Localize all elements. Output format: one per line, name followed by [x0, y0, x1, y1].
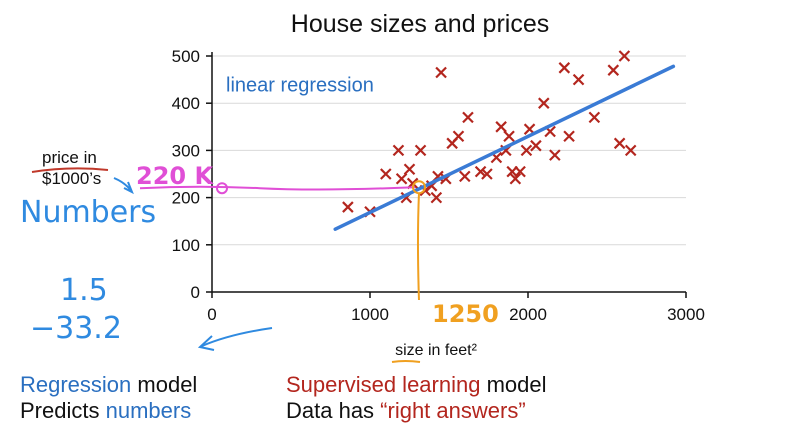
y-tick-label: 100	[172, 236, 200, 255]
x-axis-label: size in feet²	[395, 342, 477, 359]
scatter-point	[588, 111, 601, 124]
scatter-point	[514, 165, 526, 178]
scatter-point	[520, 144, 533, 157]
annotation-circle	[216, 182, 228, 195]
data-has-word: Data has	[286, 398, 381, 423]
chart-title: House sizes and prices	[291, 10, 549, 38]
scatter-point	[430, 191, 443, 204]
scatter-point	[624, 144, 637, 157]
y-axis-label: price in $1000’s	[31, 148, 134, 195]
scatter-point	[509, 172, 522, 185]
regression-label: linear regression	[226, 74, 374, 96]
scatter-point	[392, 144, 405, 157]
scatter-point	[558, 62, 571, 74]
supervised-model-word: model	[480, 372, 547, 397]
scatter-point	[530, 139, 542, 152]
x-tick-labels: 0 1000 2000 3000	[207, 292, 705, 324]
x-tick-label: 3000	[667, 305, 705, 324]
scatter-point	[538, 97, 550, 109]
x-tick-label: 2000	[509, 305, 547, 324]
scatter-point	[549, 149, 561, 161]
y-axis-label-line-1: price in	[42, 148, 97, 167]
note-value-2: −33.2	[30, 311, 122, 346]
scatter-point	[462, 111, 474, 124]
annotation-y-value: 220 K	[136, 162, 214, 190]
scatter-point	[607, 64, 620, 76]
note-value-1: 1.5	[60, 273, 108, 308]
numbers-word: numbers	[105, 398, 192, 423]
scatter-point	[495, 121, 507, 133]
scatter-point	[481, 168, 493, 180]
y-tick-labels: 0 100 200 300 400 500	[172, 47, 200, 302]
scatter-point	[342, 201, 354, 213]
supervised-learning-word: Supervised learning	[286, 372, 481, 397]
y-axis-label-strike	[31, 167, 109, 173]
predicts-word: Predicts	[20, 398, 106, 423]
y-tick-label: 300	[172, 141, 200, 160]
x-tick-label: 1000	[351, 305, 389, 324]
scatter-point	[414, 144, 427, 157]
scatter-point	[435, 66, 447, 79]
note-arrow	[197, 327, 273, 351]
annotation-point-circle	[411, 180, 426, 195]
scatter-point	[395, 172, 408, 185]
x-axis-label-underline	[391, 360, 421, 363]
scatter-point	[613, 137, 626, 150]
scatter-point	[452, 130, 465, 143]
scatter-point	[572, 73, 585, 86]
scatter-point	[403, 163, 416, 176]
y-tick-label: 400	[172, 94, 200, 113]
y-tick-label: 0	[191, 283, 200, 302]
regression-model-word: model	[131, 372, 198, 397]
scatter-point	[459, 170, 471, 183]
regression-caption: Regression model Predicts numbers	[20, 372, 197, 424]
scatter-point	[503, 130, 515, 143]
axes	[211, 52, 686, 293]
note-numbers: Numbers	[20, 195, 156, 230]
x-tick-label: 0	[207, 305, 216, 324]
regression-word: Regression	[20, 372, 132, 397]
scatter-point	[618, 50, 631, 62]
scatter-point	[380, 168, 392, 180]
y-tick-label: 500	[172, 47, 200, 66]
annotation-x-value: 1250	[432, 300, 499, 328]
y-axis-label-line-2: $1000’s	[42, 169, 101, 188]
y-tick-label: 200	[172, 189, 200, 208]
annotation-horizontal-line	[139, 185, 416, 191]
scatter-points	[342, 50, 637, 218]
supervised-caption: Supervised learning model Data has “righ…	[286, 372, 547, 424]
grid-lines	[206, 55, 686, 293]
scatter-point	[474, 165, 487, 178]
regression-line	[333, 64, 676, 231]
y-axis-arrow	[113, 177, 134, 195]
scatter-point	[563, 130, 575, 143]
right-answers-word: “right answers”	[380, 398, 526, 423]
annotation-vertical-line	[416, 193, 420, 301]
